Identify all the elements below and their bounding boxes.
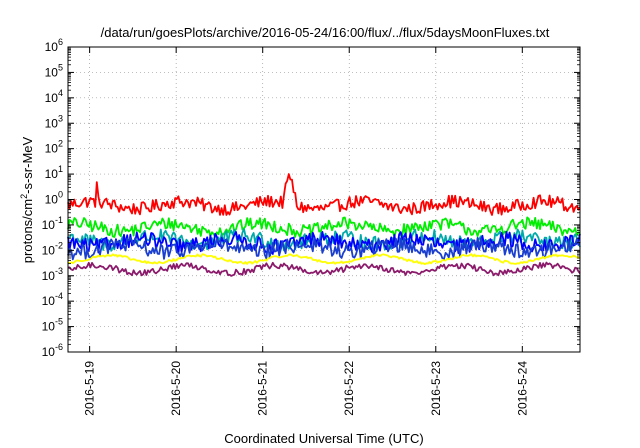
y-tick-label: 10-2 [42,240,63,257]
series-line-1 [67,216,581,239]
x-tick-label: 2016-5-19 [83,361,97,416]
series-lines [67,173,581,277]
series-line-4 [67,236,581,261]
y-axis-title: protons/cm2-s-sr-MeV [19,136,35,263]
y-tick-label: 10-5 [42,317,63,334]
y-axis-title-prefix: protons/cm [20,199,35,263]
y-tick-label: 106 [45,37,63,54]
y-tick-label: 10-6 [42,342,63,359]
x-axis-title: Coordinated Universal Time (UTC) [224,431,423,446]
chart-title: /data/run/goesPlots/archive/2016-05-24/1… [101,25,550,40]
y-axis-title-suffix: -s-sr-MeV [20,136,35,193]
x-axis: 2016-5-19 2016-5-20 2016-5-21 2016-5-22 2016… [83,47,529,416]
y-tick-label: 103 [45,113,63,130]
y-tick-label: 10-3 [42,266,63,283]
series-line-0 [67,173,581,216]
y-tick-label: 100 [45,190,63,207]
x-tick-label: 2016-5-20 [169,361,183,416]
y-tick-label: 105 [45,62,63,79]
y-tick-label: 101 [45,164,63,181]
y-axis-title-sup: 2 [19,194,29,199]
x-tick-label: 2016-5-21 [256,361,270,416]
y-axis: 10-6 10-5 10-4 10-3 10-2 10-1 100 101 102 103 104 1… [42,37,580,359]
series-line-6 [68,261,581,277]
x-tick-label: 2016-5-22 [342,361,356,416]
y-tick-label: 10-4 [42,291,63,308]
series-line-5 [67,253,581,266]
y-tick-label: 102 [45,139,63,156]
y-tick-label: 10-1 [42,215,63,232]
y-tick-label: 104 [45,88,63,105]
x-tick-label: 2016-5-24 [515,361,529,416]
x-tick-label: 2016-5-23 [429,361,443,416]
grid [68,47,580,352]
